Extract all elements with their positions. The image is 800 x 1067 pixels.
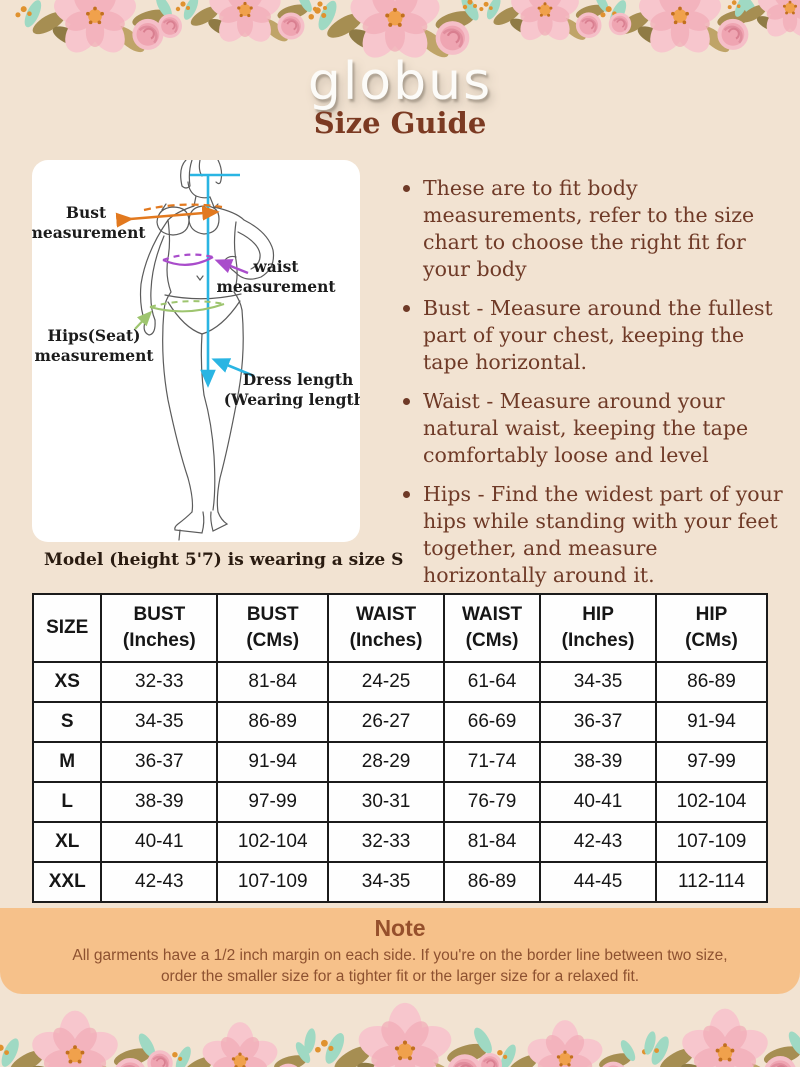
size-table: SIZE BUST (Inches) BUST (CMs) WAIST (Inches) WA… bbox=[31, 593, 769, 903]
column-header: BUST (CMs) bbox=[216, 593, 330, 663]
brand-logo: globus bbox=[307, 52, 493, 112]
bullet-icon bbox=[403, 305, 410, 312]
instruction-item: These are to fit body measurements, refe… bbox=[403, 175, 785, 283]
instruction-item: Waist - Measure around your natural wais… bbox=[403, 388, 785, 469]
measurement-cell: 107-109 bbox=[216, 861, 330, 903]
measurement-cell: 81-84 bbox=[216, 661, 330, 703]
size-cell: XS bbox=[31, 661, 103, 703]
measurement-cell: 42-43 bbox=[539, 821, 657, 863]
measurement-cell: 112-114 bbox=[654, 861, 769, 903]
measurement-cell: 26-27 bbox=[327, 701, 445, 743]
floral-border-bottom bbox=[0, 993, 800, 1067]
measurement-cell: 86-89 bbox=[442, 861, 542, 903]
measurement-cell: 38-39 bbox=[539, 741, 657, 783]
model-note: Model (height 5'7) is wearing a size S bbox=[44, 550, 404, 570]
column-header: BUST (Inches) bbox=[100, 593, 219, 663]
measurement-cell: 91-94 bbox=[216, 741, 330, 783]
measurement-cell: 61-64 bbox=[442, 661, 542, 703]
table-row: S 34-35 86-89 26-27 66-69 36-37 91-94 bbox=[31, 701, 769, 743]
measurement-cell: 102-104 bbox=[654, 781, 769, 823]
size-table-header-row: SIZE BUST (Inches) BUST (CMs) WAIST (Inches) WA… bbox=[31, 593, 769, 663]
instruction-text: These are to fit body measurements, refe… bbox=[423, 176, 755, 281]
size-cell: S bbox=[31, 701, 103, 743]
dress-length-label: Dress length bbox=[243, 370, 354, 389]
size-cell: M bbox=[31, 741, 103, 783]
measurement-cell: 66-69 bbox=[442, 701, 542, 743]
measurement-cell: 24-25 bbox=[327, 661, 445, 703]
dress-length-label-line2: (Wearing length) bbox=[224, 390, 360, 409]
waist-label: waist bbox=[252, 257, 299, 276]
measurement-cell: 44-45 bbox=[539, 861, 657, 903]
measurement-cell: 81-84 bbox=[442, 821, 542, 863]
bullet-icon bbox=[403, 398, 410, 405]
measurement-cell: 42-43 bbox=[100, 861, 219, 903]
measurement-cell: 107-109 bbox=[654, 821, 769, 863]
instruction-text: Hips - Find the widest part of your hips… bbox=[423, 482, 783, 587]
measurement-cell: 28-29 bbox=[327, 741, 445, 783]
column-header: HIP (Inches) bbox=[539, 593, 657, 663]
measurement-cell: 36-37 bbox=[100, 741, 219, 783]
size-cell: XXL bbox=[31, 861, 103, 903]
measurement-cell: 40-41 bbox=[100, 821, 219, 863]
note-band: Note All garments have a 1/2 inch margin… bbox=[0, 908, 800, 994]
measurement-cell: 36-37 bbox=[539, 701, 657, 743]
table-row: XL 40-41 102-104 32-33 81-84 42-43 107-109 bbox=[31, 821, 769, 863]
page-title: Size Guide bbox=[313, 106, 487, 140]
measurement-cell: 76-79 bbox=[442, 781, 542, 823]
measurement-cell: 97-99 bbox=[216, 781, 330, 823]
bullet-icon bbox=[403, 491, 410, 498]
column-header: HIP (CMs) bbox=[654, 593, 769, 663]
column-header: SIZE bbox=[31, 593, 103, 663]
measurement-diagram-card: Bust measurement waist measurement Hips(… bbox=[32, 160, 360, 542]
measurement-cell: 32-33 bbox=[327, 821, 445, 863]
measurement-cell: 86-89 bbox=[216, 701, 330, 743]
bullet-icon bbox=[403, 185, 410, 192]
table-row: M 36-37 91-94 28-29 71-74 38-39 97-99 bbox=[31, 741, 769, 783]
waist-line bbox=[162, 253, 249, 275]
measurement-cell: 30-31 bbox=[327, 781, 445, 823]
table-row: XXL 42-43 107-109 34-35 86-89 44-45 112-114 bbox=[31, 861, 769, 903]
size-cell: L bbox=[31, 781, 103, 823]
waist-label-line2: measurement bbox=[216, 277, 336, 296]
bust-label-line2: measurement bbox=[32, 223, 146, 242]
instruction-list: These are to fit body measurements, refe… bbox=[403, 175, 785, 601]
measurement-cell: 102-104 bbox=[216, 821, 330, 863]
measurement-cell: 32-33 bbox=[100, 661, 219, 703]
hips-label-line2: measurement bbox=[34, 346, 154, 365]
column-header: WAIST (CMs) bbox=[442, 593, 542, 663]
instruction-item: Bust - Measure around the fullest part o… bbox=[403, 295, 785, 376]
female-figure-illustration bbox=[139, 160, 275, 541]
measurement-cell: 40-41 bbox=[539, 781, 657, 823]
size-cell: XL bbox=[31, 821, 103, 863]
table-row: XS 32-33 81-84 24-25 61-64 34-35 86-89 bbox=[31, 661, 769, 703]
hips-line bbox=[134, 300, 225, 330]
measurement-cell: 71-74 bbox=[442, 741, 542, 783]
note-text: All garments have a 1/2 inch margin on e… bbox=[72, 947, 728, 985]
measurement-cell: 34-35 bbox=[100, 701, 219, 743]
measurement-cell: 91-94 bbox=[654, 701, 769, 743]
bust-label: Bust bbox=[66, 203, 107, 222]
instruction-text: Waist - Measure around your natural wais… bbox=[423, 389, 749, 467]
measurement-diagram: Bust measurement waist measurement Hips(… bbox=[32, 160, 360, 541]
instruction-item: Hips - Find the widest part of your hips… bbox=[403, 481, 785, 589]
instruction-text: Bust - Measure around the fullest part o… bbox=[423, 296, 773, 374]
table-row: L 38-39 97-99 30-31 76-79 40-41 102-104 bbox=[31, 781, 769, 823]
measurement-cell: 38-39 bbox=[100, 781, 219, 823]
bust-line bbox=[115, 203, 223, 228]
note-title: Note bbox=[374, 915, 426, 941]
hips-label: Hips(Seat) bbox=[47, 326, 140, 345]
measurement-cell: 34-35 bbox=[539, 661, 657, 703]
measurement-cell: 97-99 bbox=[654, 741, 769, 783]
column-header: WAIST (Inches) bbox=[327, 593, 445, 663]
measurement-cell: 34-35 bbox=[327, 861, 445, 903]
measurement-cell: 86-89 bbox=[654, 661, 769, 703]
